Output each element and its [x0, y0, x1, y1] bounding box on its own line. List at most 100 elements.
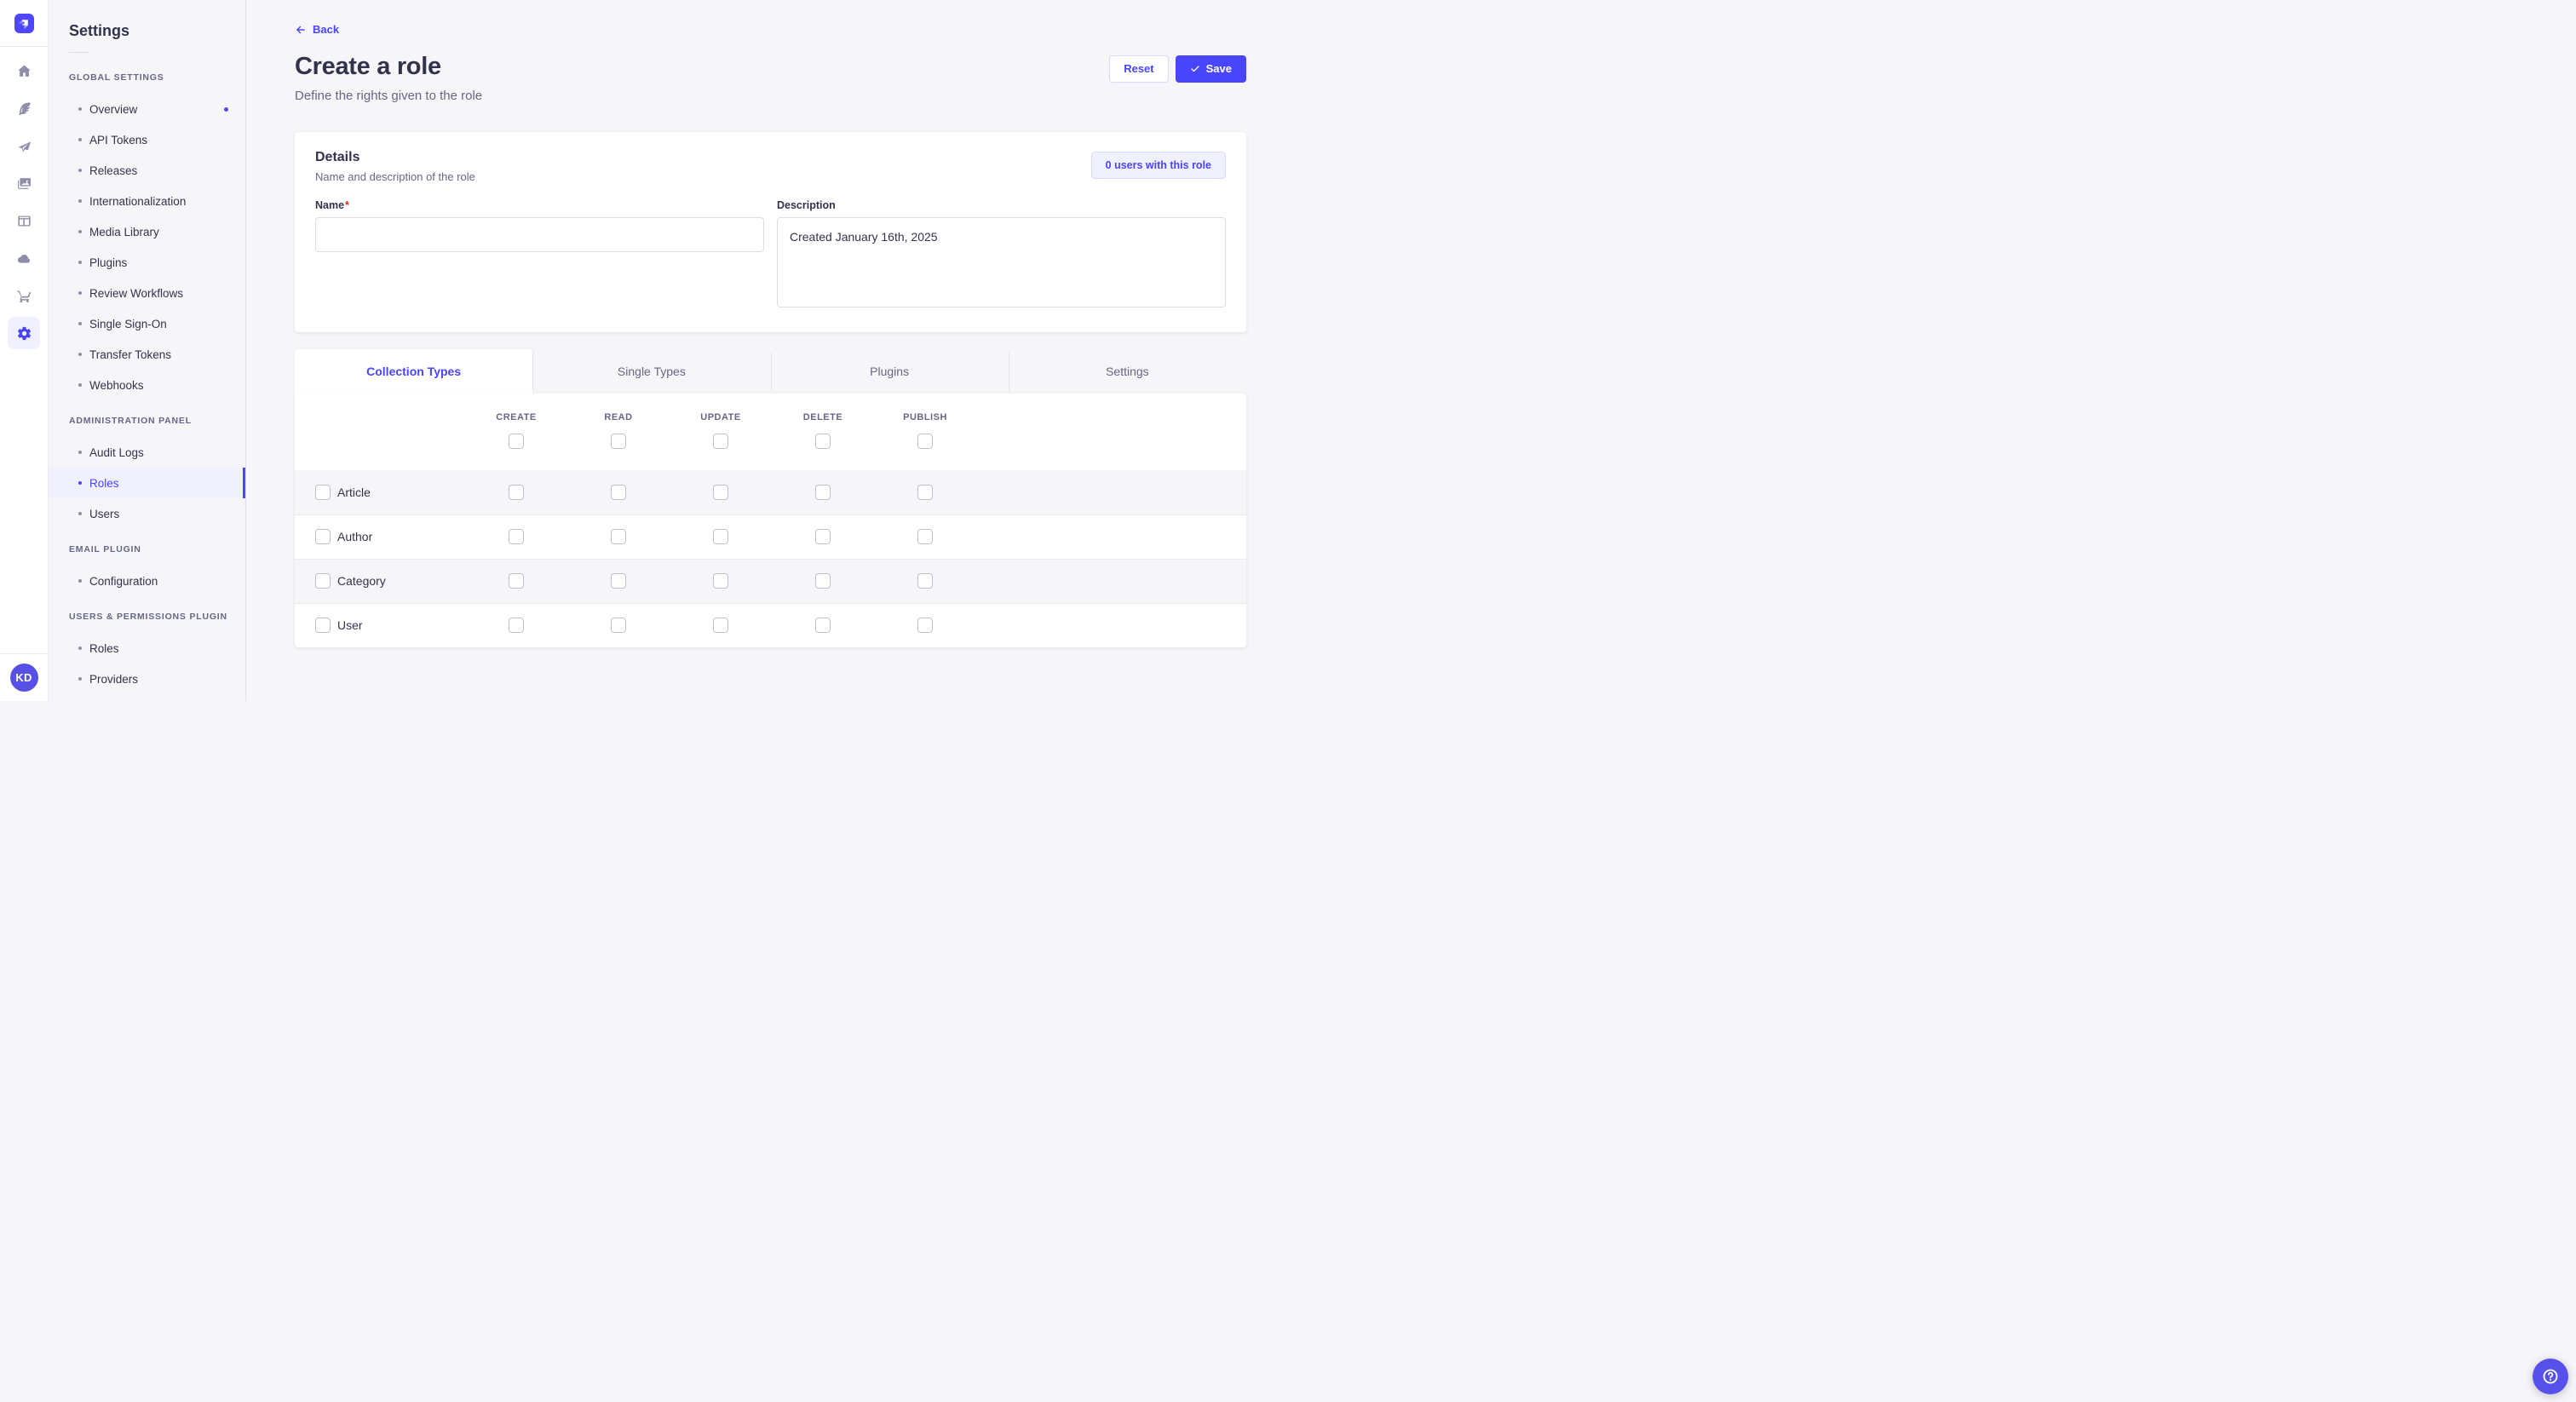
marketplace-cart-icon[interactable] [8, 279, 40, 312]
article-publish-checkbox[interactable] [917, 484, 933, 500]
bullet-dot-icon [78, 169, 82, 172]
permissions-table: CREATE READ UPDATE DELETE PUBLISH [295, 393, 1246, 647]
category-row-checkbox[interactable] [315, 573, 331, 589]
description-label: Description [777, 198, 836, 211]
table-row-user: User [295, 602, 1246, 647]
user-delete-checkbox[interactable] [815, 618, 831, 633]
strapi-logo[interactable] [14, 14, 34, 33]
subnav-item-roles-admin[interactable]: Roles [49, 468, 245, 498]
rail-icon-menu [8, 55, 40, 354]
table-row-author: Author [295, 514, 1246, 559]
content-feather-icon[interactable] [8, 92, 40, 124]
author-publish-checkbox[interactable] [917, 529, 933, 544]
page-heading: Create a role Define the rights given to… [295, 53, 482, 103]
subnav-item-users[interactable]: Users [49, 498, 245, 529]
rail-divider [0, 653, 48, 654]
article-row-checkbox[interactable] [315, 484, 331, 500]
section-label: GLOBAL SETTINGS [69, 72, 164, 83]
user-update-checkbox[interactable] [713, 618, 728, 633]
deploy-cloud-icon[interactable] [8, 242, 40, 274]
release-paper-plane-icon[interactable] [8, 129, 40, 162]
help-button[interactable] [2533, 1359, 2568, 1394]
author-row-checkbox[interactable] [315, 529, 331, 544]
subnav-item-audit-logs[interactable]: Audit Logs [49, 437, 245, 468]
rail-divider [0, 46, 48, 47]
permissions-tabs: Collection Types Single Types Plugins Se… [295, 348, 1246, 394]
select-all-read-checkbox[interactable] [611, 433, 626, 449]
category-publish-checkbox[interactable] [917, 573, 933, 589]
column-update: UPDATE [670, 412, 772, 449]
bullet-dot-icon [78, 353, 82, 356]
subnav-item-single-sign-on[interactable]: Single Sign-On [49, 308, 245, 339]
home-icon[interactable] [8, 55, 40, 87]
subnav-item-api-tokens[interactable]: API Tokens [49, 124, 245, 155]
name-input[interactable] [315, 216, 764, 252]
select-all-delete-checkbox[interactable] [815, 433, 831, 449]
subnav-divider [69, 52, 89, 53]
author-create-checkbox[interactable] [509, 529, 524, 544]
article-create-checkbox[interactable] [509, 484, 524, 500]
subnav-item-internationalization[interactable]: Internationalization [49, 186, 245, 216]
tab-settings[interactable]: Settings [1008, 349, 1246, 394]
category-create-checkbox[interactable] [509, 573, 524, 589]
details-card: Details Name and description of the role… [295, 131, 1246, 332]
section-label: USERS & PERMISSIONS PLUGIN [69, 612, 227, 622]
subnav-item-providers[interactable]: Providers [49, 664, 245, 694]
article-update-checkbox[interactable] [713, 484, 728, 500]
reset-button[interactable]: Reset [1109, 55, 1169, 83]
article-read-checkbox[interactable] [611, 484, 626, 500]
subnav-item-releases[interactable]: Releases [49, 155, 245, 186]
description-field-group: Description Created January 16th, 2025 [777, 199, 1226, 312]
user-read-checkbox[interactable] [611, 618, 626, 633]
bullet-dot-icon [78, 138, 82, 141]
subnav-item-configuration[interactable]: Configuration [49, 566, 245, 596]
author-delete-checkbox[interactable] [815, 529, 831, 544]
column-read: READ [567, 412, 670, 449]
select-all-publish-checkbox[interactable] [917, 433, 933, 449]
subnav-item-review-workflows[interactable]: Review Workflows [49, 278, 245, 308]
rail-bottom: KD [0, 653, 48, 701]
back-link[interactable]: Back [295, 23, 339, 36]
bullet-dot-icon [78, 322, 82, 325]
article-delete-checkbox[interactable] [815, 484, 831, 500]
notification-dot [224, 106, 228, 112]
media-library-icon[interactable] [8, 167, 40, 199]
select-all-create-checkbox[interactable] [509, 433, 524, 449]
subnav-item-webhooks[interactable]: Webhooks [49, 370, 245, 400]
section-label: ADMINISTRATION PANEL [69, 416, 192, 426]
bullet-dot-icon [78, 677, 82, 681]
category-delete-checkbox[interactable] [815, 573, 831, 589]
bullet-dot-icon [78, 291, 82, 295]
subnav-item-overview[interactable]: Overview [49, 94, 245, 124]
user-avatar[interactable]: KD [9, 664, 38, 692]
category-update-checkbox[interactable] [713, 573, 728, 589]
users-with-role-button[interactable]: 0 users with this role [1090, 151, 1226, 179]
content-type-layout-icon[interactable] [8, 204, 40, 237]
question-mark-icon [2543, 1369, 2558, 1384]
description-textarea[interactable]: Created January 16th, 2025 [777, 216, 1226, 307]
main-nav-rail: KD [0, 0, 49, 701]
bullet-dot-icon [78, 107, 82, 111]
section-label: EMAIL PLUGIN [69, 544, 141, 554]
select-all-update-checkbox[interactable] [713, 433, 728, 449]
subnav-item-roles-up[interactable]: Roles [49, 633, 245, 664]
column-create: CREATE [465, 412, 567, 449]
save-button[interactable]: Save [1175, 55, 1246, 83]
subnav-item-plugins[interactable]: Plugins [49, 247, 245, 278]
settings-gear-icon[interactable] [8, 317, 40, 349]
author-update-checkbox[interactable] [713, 529, 728, 544]
user-create-checkbox[interactable] [509, 618, 524, 633]
details-subtitle: Name and description of the role [315, 170, 475, 183]
user-row-checkbox[interactable] [315, 618, 331, 633]
tab-single-types[interactable]: Single Types [532, 349, 770, 394]
subnav-item-transfer-tokens[interactable]: Transfer Tokens [49, 339, 245, 370]
category-read-checkbox[interactable] [611, 573, 626, 589]
author-read-checkbox[interactable] [611, 529, 626, 544]
table-row-article: Article [295, 469, 1246, 514]
bullet-dot-icon [78, 261, 82, 264]
user-publish-checkbox[interactable] [917, 618, 933, 633]
tab-plugins[interactable]: Plugins [770, 349, 1009, 394]
header-actions: Reset Save [1109, 55, 1246, 83]
tab-collection-types[interactable]: Collection Types [295, 348, 533, 394]
subnav-item-media-library[interactable]: Media Library [49, 216, 245, 247]
